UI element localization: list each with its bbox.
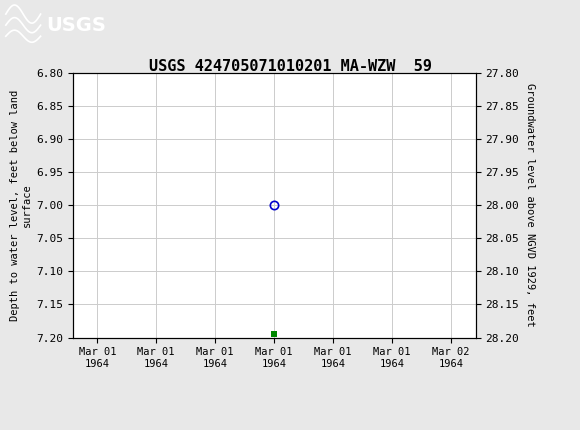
Text: USGS: USGS: [46, 15, 106, 35]
Y-axis label: Groundwater level above NGVD 1929, feet: Groundwater level above NGVD 1929, feet: [525, 83, 535, 327]
Text: USGS 424705071010201 MA-WZW  59: USGS 424705071010201 MA-WZW 59: [148, 59, 432, 74]
Y-axis label: Depth to water level, feet below land
surface: Depth to water level, feet below land su…: [10, 90, 32, 321]
